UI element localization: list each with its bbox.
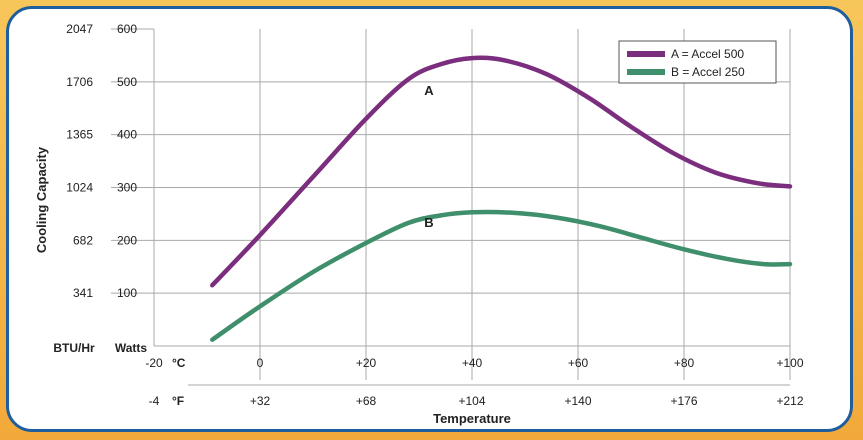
- y-tick-label-btu: 2047: [66, 22, 93, 36]
- x-tick-label-celsius: +60: [568, 356, 589, 370]
- y-unit-watts: Watts: [115, 341, 148, 355]
- y-axis-title: Cooling Capacity: [34, 146, 49, 253]
- series-line-a: [210, 55, 793, 288]
- x-tick-label-celsius: +40: [462, 356, 483, 370]
- x-tick-label-fahrenheit: +212: [776, 394, 803, 408]
- series-label-a: A: [424, 83, 434, 98]
- series-label-b: B: [424, 215, 433, 230]
- y-tick-label-btu: 1365: [66, 128, 93, 142]
- y-tick-label-btu: 1706: [66, 75, 93, 89]
- series-lines: [210, 55, 793, 342]
- x-tick-label-celsius: +100: [776, 356, 803, 370]
- x-tick-label-celsius: 0: [257, 356, 264, 370]
- x-tick-label-fahrenheit: +68: [356, 394, 377, 408]
- y-tick-label-watts: 600: [117, 22, 137, 36]
- x-tick-label-fahrenheit: -4: [149, 394, 160, 408]
- series-line-b: [210, 209, 793, 342]
- x-tick-label-celsius: -20: [145, 356, 163, 370]
- y-unit-btu: BTU/Hr: [53, 341, 95, 355]
- y-tick-label-watts: 300: [117, 181, 137, 195]
- y-tick-label-btu: 1024: [66, 181, 93, 195]
- x-tick-label-celsius: +20: [356, 356, 377, 370]
- x-axis-title: Temperature: [433, 411, 511, 426]
- x-unit-fahrenheit: °F: [172, 394, 184, 408]
- legend-box: [618, 40, 777, 84]
- x-tick-label-celsius: +80: [674, 356, 695, 370]
- x-tick-label-fahrenheit: +32: [250, 394, 271, 408]
- tick-labels: -20 -4 0 +32 +20 +68 +40 +104 +60 +140 +80 +176 +100…: [66, 22, 804, 408]
- x-tick-label-fahrenheit: +176: [670, 394, 697, 408]
- legend: A = Accel 500 B = Accel 250: [618, 40, 777, 84]
- legend-label-a: A = Accel 500: [671, 47, 744, 61]
- y-tick-label-watts: 100: [117, 286, 137, 300]
- y-tick-label-watts: 200: [117, 233, 137, 247]
- y-tick-label-watts: 400: [117, 128, 137, 142]
- x-unit-celsius: °C: [172, 356, 186, 370]
- y-tick-label-btu: 682: [73, 233, 93, 247]
- y-tick-label-watts: 500: [117, 75, 137, 89]
- legend-label-b: B = Accel 250: [671, 65, 745, 79]
- x-tick-label-fahrenheit: +140: [564, 394, 591, 408]
- x-tick-label-fahrenheit: +104: [458, 394, 485, 408]
- y-tick-label-btu: 341: [73, 286, 93, 300]
